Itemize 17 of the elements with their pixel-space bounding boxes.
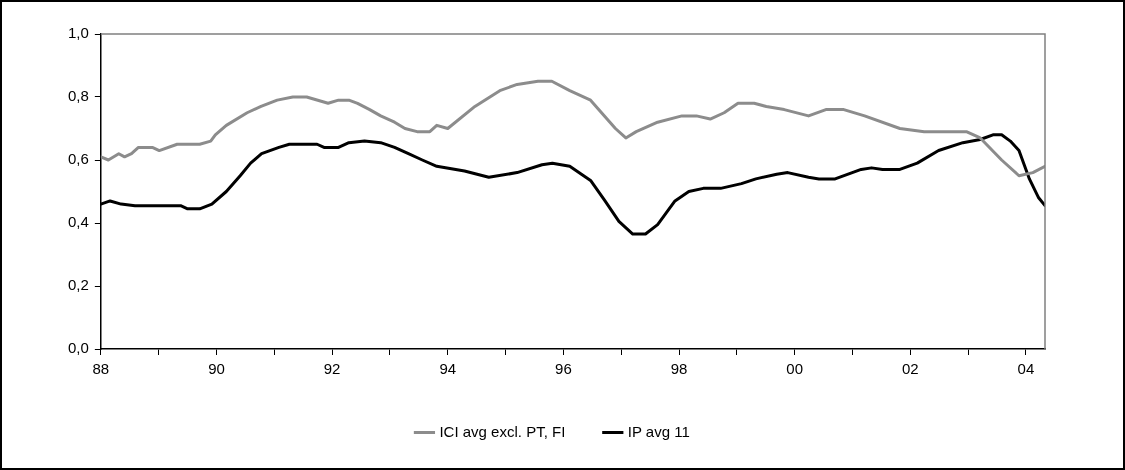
x-tick-label: 88 — [92, 360, 110, 378]
y-tick-label: 0,2 — [67, 276, 89, 294]
x-tick-label: 90 — [208, 360, 225, 378]
legend-label: ICI avg excl. PT, FI — [439, 422, 566, 440]
x-tick-label: 00 — [786, 360, 803, 378]
x-tick-label: 94 — [439, 360, 457, 378]
x-tick-label: 96 — [555, 360, 572, 378]
x-tick-label: 02 — [901, 360, 919, 378]
y-tick-label: 0,0 — [67, 339, 89, 357]
y-tick-label: 0,6 — [67, 150, 89, 168]
y-tick-label: 0,4 — [67, 213, 89, 231]
legend-label: IP avg 11 — [627, 422, 690, 440]
y-tick-label: 0,8 — [67, 87, 89, 105]
y-tick-label: 1,0 — [67, 24, 89, 42]
x-tick-label: 92 — [323, 360, 341, 378]
x-tick-label: 98 — [670, 360, 688, 378]
x-tick-label: 04 — [1017, 360, 1035, 378]
